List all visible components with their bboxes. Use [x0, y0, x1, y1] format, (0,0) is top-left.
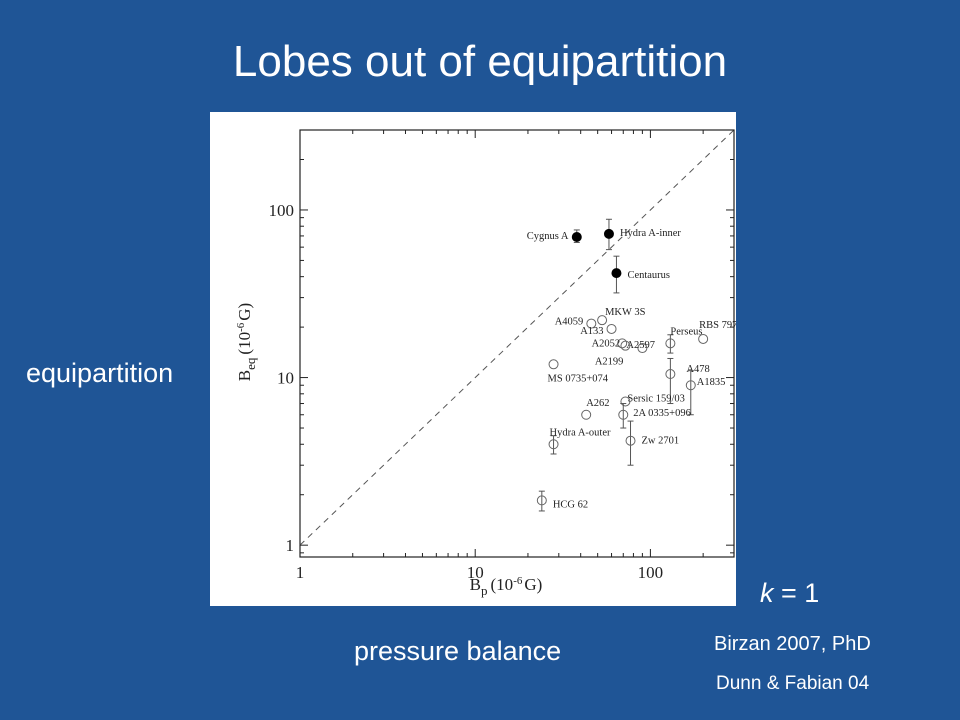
point-label: A2052 — [592, 338, 621, 349]
point-label: Perseus — [670, 326, 702, 337]
data-point — [665, 338, 676, 349]
scatter-plot: 1 10 100 1 10 100 Cygnus A Hydra A-inner Centa… — [210, 112, 736, 606]
data-point — [603, 228, 614, 239]
equipartition-label: equipartition — [26, 358, 174, 388]
slide-title: Lobes out of equipartition — [232, 37, 728, 86]
point-label: Hydra A-inner — [620, 228, 681, 239]
data-point — [571, 231, 582, 242]
point-label: HCG 62 — [553, 499, 588, 510]
y-tick-label: 1 — [286, 536, 295, 555]
scatter-plot-svg: 1 10 100 1 10 100 Cygnus A Hydra A-inner Centa… — [235, 129, 736, 598]
y-tick-label: 100 — [269, 201, 295, 220]
point-label: A2199 — [595, 357, 624, 368]
point-label: Zw 2701 — [642, 436, 680, 447]
data-point — [665, 369, 676, 380]
citation-dunn-fabian: Dunn & Fabian 04 — [716, 673, 870, 694]
point-label: Sersic 159/03 — [627, 393, 684, 404]
data-point — [620, 340, 631, 351]
point-label: A1835 — [697, 377, 726, 388]
data-point — [536, 495, 547, 506]
point-label: MKW 3S — [605, 307, 646, 318]
data-point — [548, 359, 559, 370]
data-point — [611, 268, 622, 279]
y-tick-label: 10 — [277, 369, 294, 388]
point-label: MS 0735+074 — [548, 373, 609, 384]
point-label: 2A 0335+096 — [633, 408, 691, 419]
x-axis-title: Bp (10-6 G) — [470, 575, 543, 598]
x-tick-label: 10 — [467, 563, 484, 582]
data-point — [637, 343, 648, 354]
point-label: A478 — [686, 364, 709, 375]
k-value: = 1 — [781, 578, 820, 608]
data-point — [698, 333, 709, 344]
x-tick-label: 1 — [296, 563, 305, 582]
x-tick-label: 100 — [638, 563, 664, 582]
plot-frame — [299, 129, 735, 558]
k-symbol: k — [760, 578, 774, 608]
data-point — [548, 439, 559, 450]
point-label: RBS 797 — [699, 320, 736, 331]
equality-reference-line — [299, 129, 735, 546]
data-point — [685, 380, 696, 391]
pressure-balance-label: pressure balance — [354, 636, 562, 666]
point-label: Centaurus — [627, 270, 670, 281]
data-point — [617, 338, 628, 349]
data-point — [581, 409, 592, 420]
data-point — [625, 435, 636, 446]
citation-birzan: Birzan 2007, PhD — [714, 633, 871, 655]
point-label: A2597 — [626, 340, 655, 351]
data-point — [620, 396, 631, 407]
data-point — [618, 409, 629, 420]
data-point — [606, 323, 617, 334]
point-label: A133 — [580, 326, 603, 337]
point-label: Hydra A-outer — [550, 427, 611, 438]
data-point — [597, 315, 608, 326]
point-label: A262 — [586, 398, 609, 409]
k-parameter-note: k = 1 — [760, 578, 819, 609]
point-label: Cygnus A — [527, 231, 569, 242]
data-point — [586, 318, 597, 329]
y-axis-title: Beq(10-6G) — [235, 303, 258, 381]
point-label: A4059 — [555, 317, 584, 328]
